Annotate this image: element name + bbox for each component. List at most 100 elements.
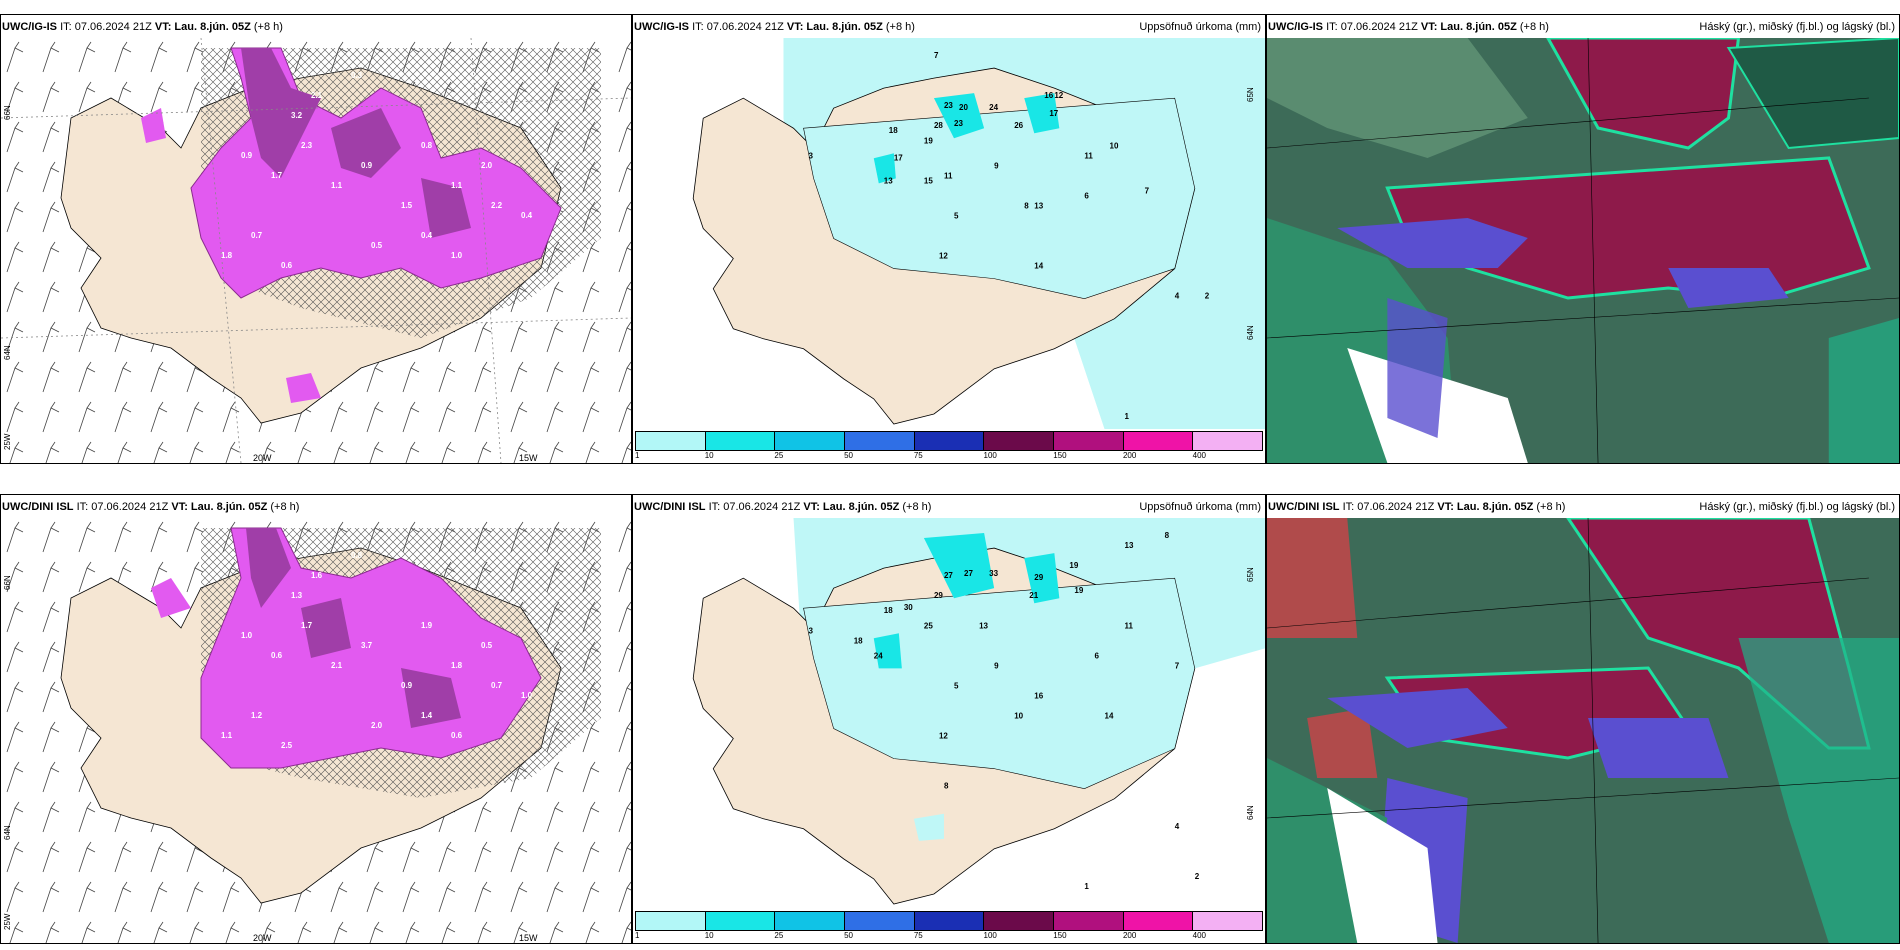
- precip-total: 18: [884, 606, 893, 615]
- legend-tick: 1: [635, 451, 640, 460]
- lat-label: 66N: [3, 105, 12, 120]
- precip-value: 2.3: [301, 141, 313, 150]
- precip-value: 0.5: [371, 241, 383, 250]
- map-area[interactable]: [1267, 518, 1899, 943]
- map-area[interactable]: [1267, 38, 1899, 463]
- legend-tick: 10: [704, 451, 714, 460]
- precip-total: 7: [1145, 186, 1150, 195]
- panel-cloud-cover-dini: UWC/DINI ISL IT: 07.06.2024 21Z VT: Lau.…: [1266, 494, 1900, 944]
- legend-tick: 50: [844, 931, 854, 940]
- precip-total: 3: [809, 151, 814, 160]
- precip-value: 2.1: [311, 91, 323, 100]
- precip-value: 0.4: [421, 231, 433, 240]
- precip-total: 27: [964, 569, 973, 578]
- lat-label: 65N: [1246, 567, 1256, 582]
- map-area[interactable]: 0.9 1.7 2.3 1.1 0.9 0.7 1.5 0.4 1.1 2.0 …: [1, 38, 631, 463]
- precip-total: 6: [1094, 651, 1099, 660]
- map-area[interactable]: 1.0 0.6 1.7 2.1 3.7 1.2 0.9 1.4 1.8 0.5 …: [1, 518, 631, 943]
- lon-label: 20W: [253, 933, 272, 943]
- lat-label: 25W: [3, 913, 12, 930]
- precip-total: 8: [1024, 201, 1029, 210]
- panel-title: UWC/IG-IS IT: 07.06.2024 21Z VT: Lau. 8.…: [1268, 21, 1549, 33]
- legend-tick: 400: [1192, 931, 1207, 940]
- panel-title: UWC/DINI ISL IT: 07.06.2024 21Z VT: Lau.…: [2, 501, 300, 513]
- precip-legend: 1 10 25 50 75 100 150 200 400: [635, 911, 1263, 941]
- legend-tick: 25: [774, 451, 784, 460]
- precip-value: 0.3: [351, 71, 363, 80]
- precip-total: 26: [1014, 121, 1023, 130]
- precip-total: 12: [939, 732, 948, 741]
- precip-total: 14: [1104, 712, 1113, 721]
- precip-value: 2.1: [331, 661, 343, 670]
- lat-label: 66N: [3, 575, 12, 590]
- precip-value: 0.8: [351, 551, 363, 560]
- precip-total: 24: [989, 103, 998, 112]
- lat-label: 65N: [1246, 87, 1256, 102]
- precip-value: 3.7: [361, 641, 373, 650]
- precip-total: 1: [1125, 412, 1130, 421]
- legend-swatch: [1193, 432, 1263, 450]
- panel-right-title: Uppsöfnuð úrkoma (mm): [1139, 501, 1261, 513]
- precip-total: 18: [889, 126, 898, 135]
- map-area[interactable]: 7 23 20 24 16 17 26 28 23 18 19 17 11 15…: [633, 38, 1265, 429]
- precip-total: 29: [1034, 573, 1043, 582]
- precip-value: 3.2: [291, 111, 303, 120]
- precip-total: 9: [994, 661, 999, 670]
- precip-total: 12: [1054, 91, 1063, 100]
- legend-tick: 10: [704, 931, 714, 940]
- precip-totals: 7 23 20 24 16 17 26 28 23 18 19 17 11 15…: [809, 51, 1210, 421]
- precip-value: 2.5: [281, 741, 293, 750]
- precip-total: 6: [1084, 191, 1089, 200]
- legend-swatch: [914, 432, 985, 450]
- precip-value: 0.6: [281, 261, 293, 270]
- precip-total: 18: [854, 636, 863, 645]
- lat-label: 64N: [3, 345, 12, 360]
- precip-total: 10: [1110, 141, 1119, 150]
- panel-right-title: Háský (gr.), miðský (fj.bl.) og lágský (…: [1699, 501, 1895, 513]
- precip-total: 5: [954, 211, 959, 220]
- precip-value: 1.3: [291, 591, 303, 600]
- legend-tick: 200: [1122, 451, 1137, 460]
- legend-swatch: [1123, 912, 1194, 930]
- legend-tick: 50: [844, 451, 854, 460]
- precip-total: 25: [924, 621, 933, 630]
- panel-wind-precip-igis: UWC/IG-IS IT: 07.06.2024 21Z VT: Lau. 8.…: [0, 14, 632, 464]
- precip-total: 20: [959, 103, 968, 112]
- panel-right-title: Uppsöfnuð úrkoma (mm): [1139, 21, 1261, 33]
- precip-total: 8: [1165, 531, 1170, 540]
- panel-title: UWC/DINI ISL IT: 07.06.2024 21Z VT: Lau.…: [634, 501, 932, 513]
- legend-tick: 100: [983, 451, 997, 460]
- precip-total: 27: [944, 571, 953, 580]
- legend-swatch: [984, 432, 1055, 450]
- precip-value: 2.0: [481, 161, 493, 170]
- legend-bar: [635, 431, 1263, 451]
- precip-value: 1.7: [301, 621, 313, 630]
- map-area[interactable]: 8 27 27 33 29 19 30 29 21 19 18 25 24 18…: [633, 518, 1265, 909]
- precip-total: 30: [904, 603, 913, 612]
- legend-tick: 75: [913, 451, 923, 460]
- precip-total: 11: [1125, 621, 1134, 630]
- precip-legend: 1 10 25 50 75 100 150 200 400: [635, 431, 1263, 461]
- precip-value: 1.8: [451, 661, 463, 670]
- precip-total: 13: [884, 176, 893, 185]
- precip-value: 1.1: [221, 731, 233, 740]
- precip-total: 9: [994, 161, 999, 170]
- precip-total: 29: [934, 591, 943, 600]
- precip-value: 1.4: [421, 711, 433, 720]
- precip-value: 2.0: [371, 721, 383, 730]
- panel-right-title: Háský (gr.), miðský (fj.bl.) og lágský (…: [1699, 21, 1895, 33]
- panel-title: UWC/IG-IS IT: 07.06.2024 21Z VT: Lau. 8.…: [2, 21, 283, 33]
- lat-label: 64N: [1246, 325, 1256, 340]
- precip-totals: 8 27 27 33 29 19 30 29 21 19 18 25 24 18…: [809, 531, 1200, 891]
- legend-swatch: [1054, 912, 1124, 930]
- precip-total: 5: [954, 681, 959, 690]
- panel-accum-precip-igis: UWC/IG-IS IT: 07.06.2024 21Z VT: Lau. 8.…: [632, 14, 1266, 464]
- precip-value: 1.0: [241, 631, 253, 640]
- precip-value: 1.2: [251, 711, 263, 720]
- precip-total: 12: [939, 252, 948, 261]
- precip-total: 10: [1014, 712, 1023, 721]
- precip-total: 16: [1044, 91, 1053, 100]
- legend-swatch: [775, 432, 846, 450]
- precip-total: 4: [1175, 292, 1180, 301]
- precip-total: 8: [944, 782, 949, 791]
